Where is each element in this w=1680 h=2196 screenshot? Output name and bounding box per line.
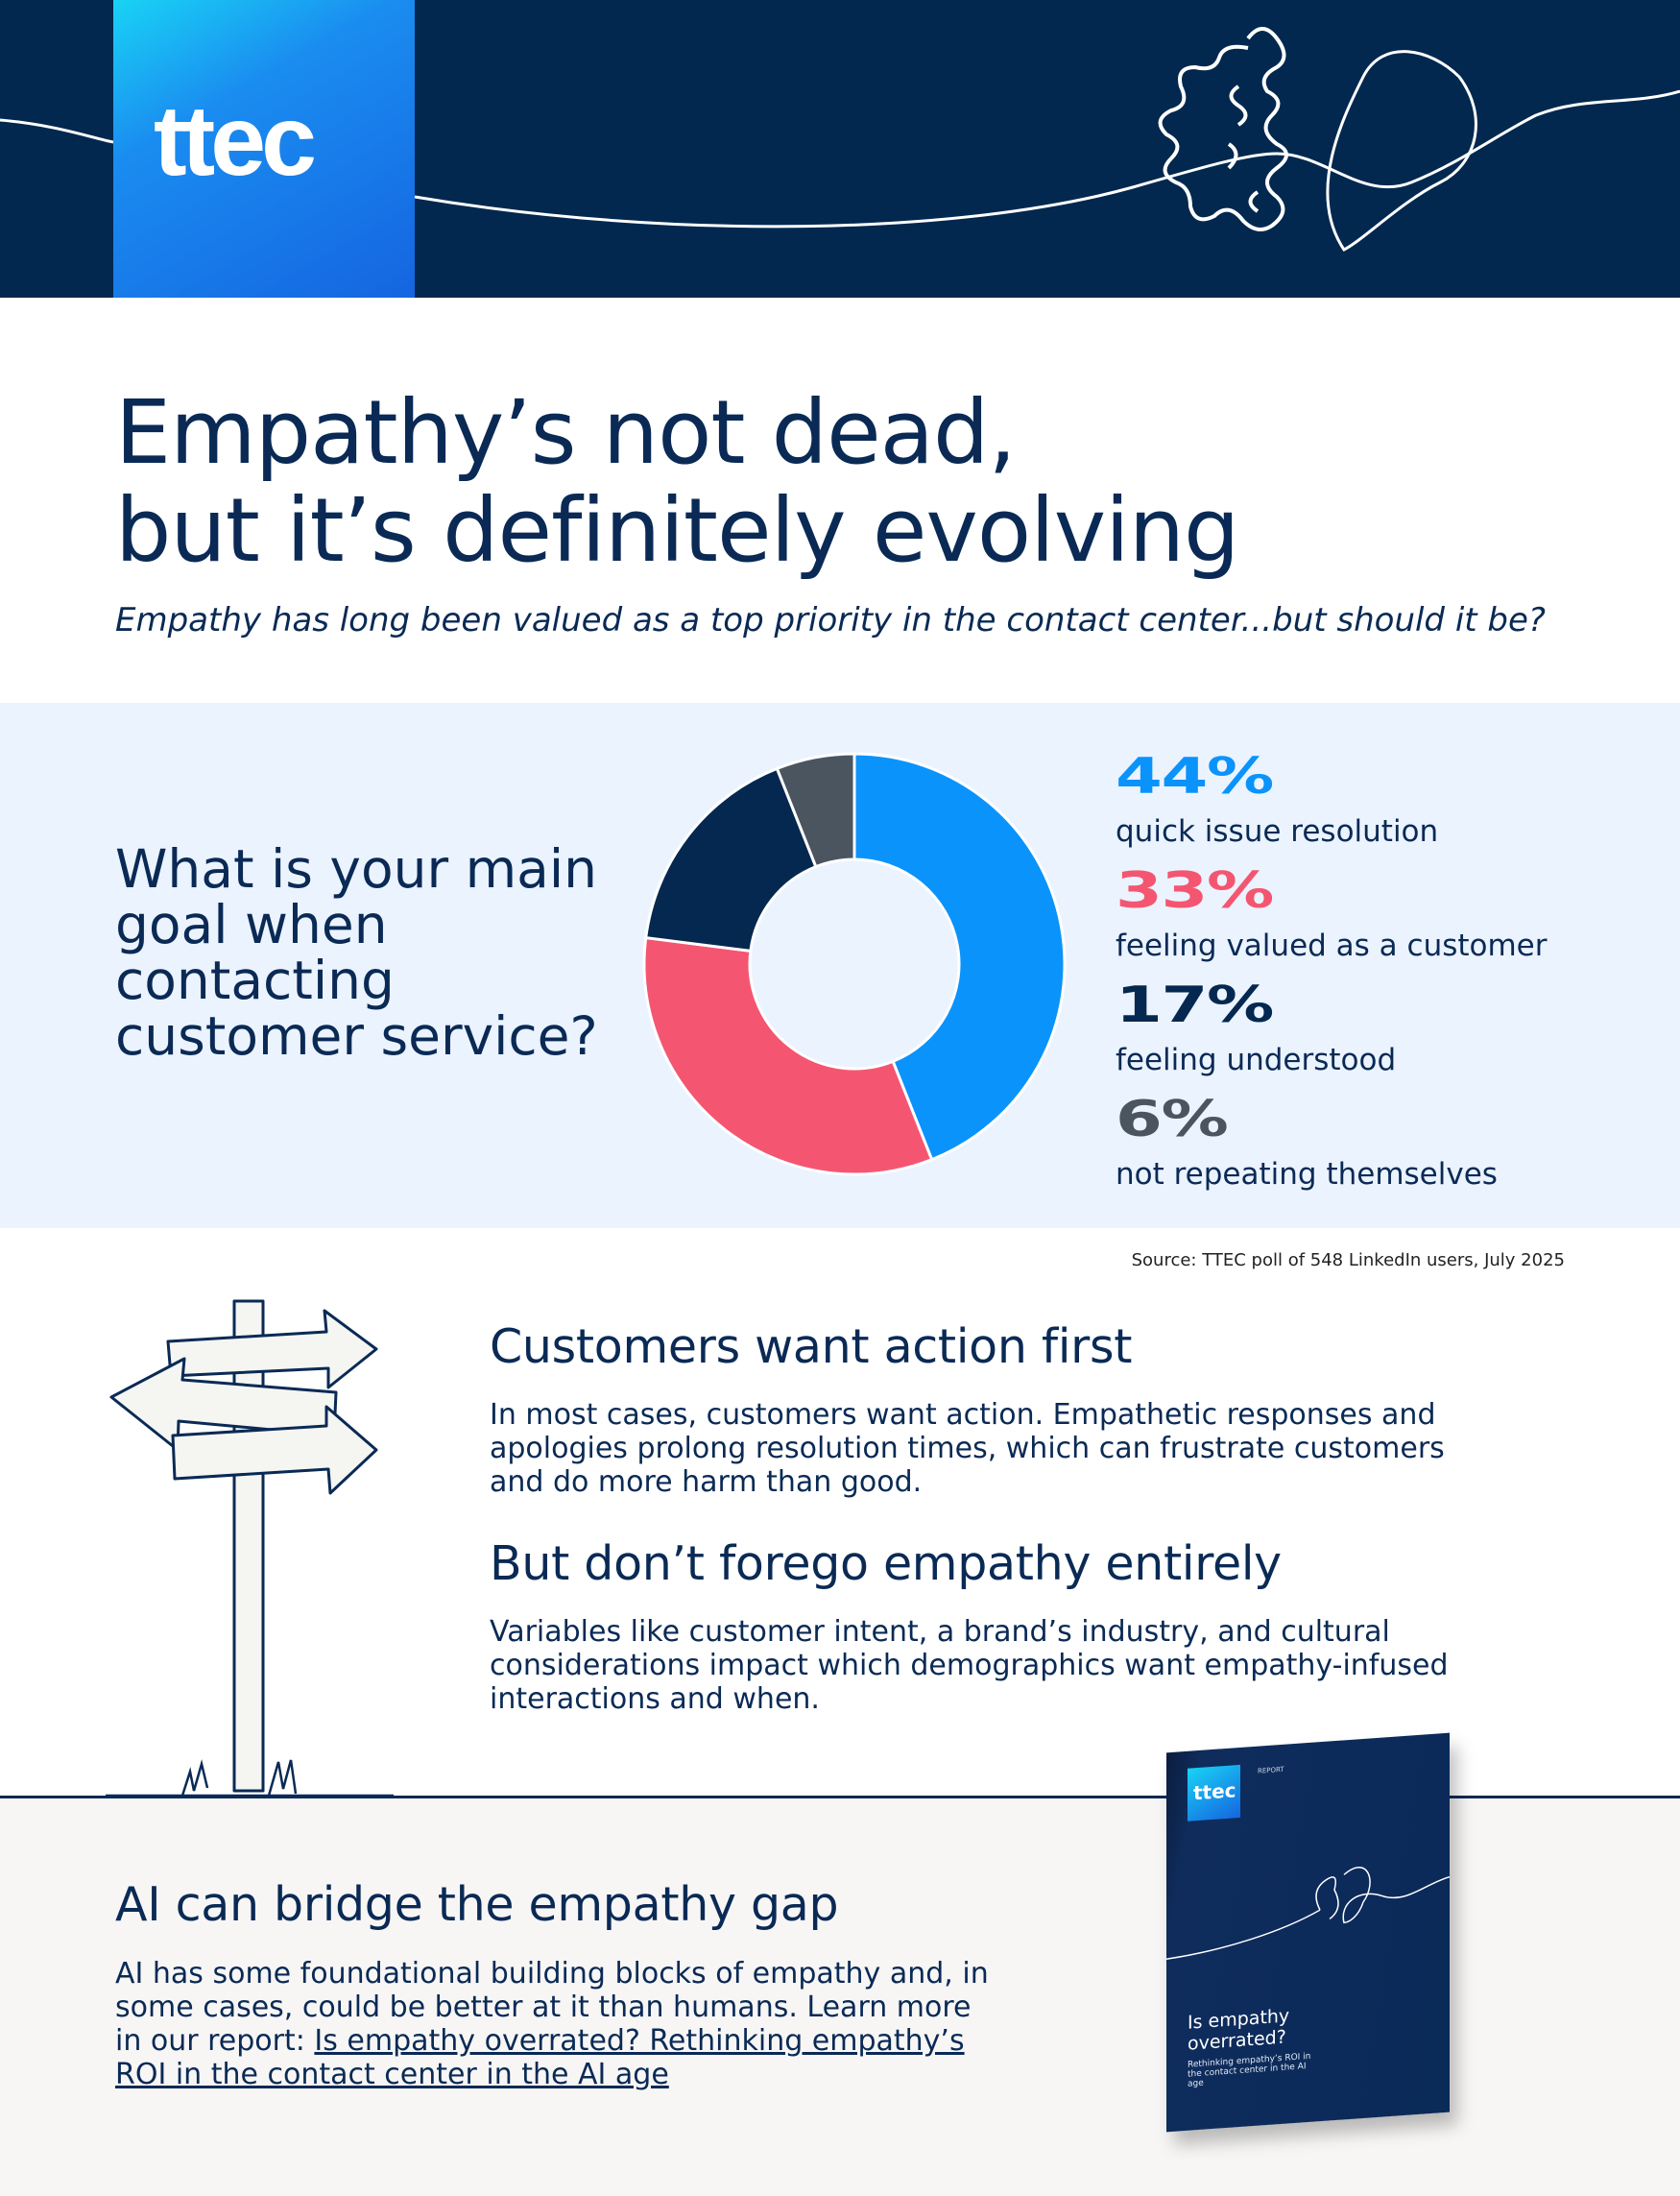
ttec-logo: ttec [154, 85, 317, 197]
stat-label: feeling valued as a customer [1116, 929, 1548, 963]
section-body-empathy: Variables like customer intent, a brand’… [490, 1615, 1449, 1716]
stat-item: 6% not repeating themselves [1116, 1092, 1498, 1194]
page-title: Empathy’s not dead, but it’s definitely … [115, 381, 1239, 582]
report-tag: REPORT [1258, 1765, 1284, 1775]
section-heading-empathy: But don’t forego empathy entirely [490, 1536, 1282, 1591]
section-body-action: In most cases, customers want action. Em… [490, 1398, 1445, 1499]
donut-slice-feeling-understood [644, 766, 818, 953]
stat-label: not repeating themselves [1116, 1157, 1498, 1192]
donut-slice-not-repeating-themselves [775, 752, 856, 869]
poll-question: What is your main goal when contacting c… [115, 838, 598, 1067]
section-heading-ai: AI can bridge the empathy gap [115, 1877, 839, 1932]
ttec-logo-block: ttec [113, 0, 415, 298]
stat-percent: 6% [1116, 1091, 1229, 1148]
section-heading-action: Customers want action first [490, 1319, 1133, 1374]
stat-percent: 17% [1116, 977, 1274, 1034]
stat-percent: 33% [1116, 862, 1274, 920]
header-banner: ttec [0, 0, 1680, 298]
stat-item: 44% quick issue resolution [1116, 749, 1438, 851]
donut-slice-feeling-valued-as-a-customer [642, 935, 934, 1176]
title-line-1: Empathy’s not dead, [115, 381, 1017, 484]
source-note: Source: TTEC poll of 548 LinkedIn users,… [1131, 1250, 1565, 1270]
donut-slice-quick-issue-resolution [852, 752, 1067, 1162]
line-brain-illustration [0, 27, 1680, 252]
report-link[interactable]: Is empathy overrated? Rethinking empathy… [115, 2024, 965, 2091]
title-line-2: but it’s definitely evolving [115, 479, 1239, 582]
stat-label: feeling understood [1116, 1043, 1397, 1077]
stat-percent: 44% [1116, 748, 1274, 806]
page-subtitle: Empathy has long been valued as a top pr… [115, 601, 1546, 639]
stat-item: 33% feeling valued as a customer [1116, 863, 1548, 965]
report-logo: ttec [1188, 1764, 1240, 1822]
report-subtitle: Rethinking empathy’s ROI in the contact … [1188, 2051, 1311, 2089]
donut-chart [642, 752, 1067, 1176]
ai-body-text: AI has some foundational building blocks… [115, 1957, 989, 2058]
section-body-ai: AI has some foundational building blocks… [115, 1957, 998, 2091]
report-brain-icon [1166, 1867, 1450, 1961]
signpost-illustration [106, 1299, 394, 1798]
stat-item: 17% feeling understood [1116, 977, 1396, 1079]
stat-label: quick issue resolution [1116, 814, 1439, 849]
report-cover[interactable]: ttec REPORT Is empathy overrated? Rethin… [1166, 1732, 1450, 2133]
report-title: Is empathy overrated? [1188, 2005, 1290, 2055]
